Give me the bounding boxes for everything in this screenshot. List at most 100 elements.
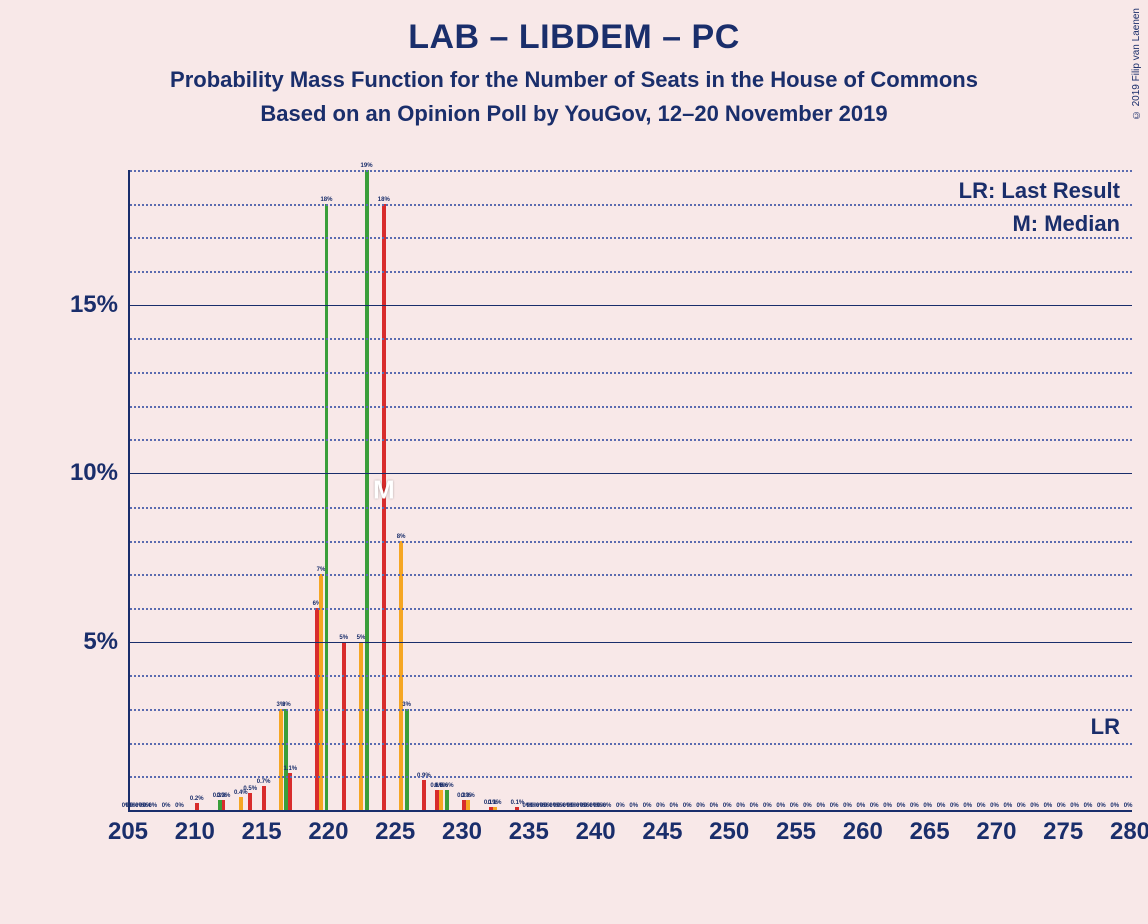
gridline-major bbox=[130, 642, 1132, 643]
gridline-minor bbox=[130, 204, 1132, 206]
gridline-minor bbox=[130, 776, 1132, 778]
gridline-minor bbox=[130, 574, 1132, 576]
bar-value-label: 0% bbox=[843, 803, 852, 809]
bar-value-label: 0% bbox=[1097, 803, 1106, 809]
gridline-minor bbox=[130, 507, 1132, 509]
bar-value-label: 0% bbox=[803, 803, 812, 809]
bar-orange: 0.1% bbox=[493, 807, 497, 810]
bar-orange: 3% bbox=[279, 709, 283, 810]
bar-green: 19% bbox=[365, 170, 369, 810]
y-axis-label: 15% bbox=[60, 291, 118, 319]
x-axis-tick: 260 bbox=[843, 818, 883, 846]
gridline-minor bbox=[130, 743, 1132, 745]
x-axis-tick: 205 bbox=[108, 818, 148, 846]
bar-value-label: 0% bbox=[656, 803, 665, 809]
bar-value-label: 1.1% bbox=[283, 766, 297, 772]
x-axis-tick: 280 bbox=[1110, 818, 1148, 846]
chart-container: LR: Last Result M: Median 0%0%0%0%0%0%0%… bbox=[60, 170, 1130, 850]
titles-block: LAB – LIBDEM – PC Probability Mass Funct… bbox=[0, 0, 1148, 127]
bar-value-label: 0% bbox=[776, 803, 785, 809]
gridline-minor bbox=[130, 170, 1132, 172]
bar-value-label: 0% bbox=[1057, 803, 1066, 809]
gridline-minor bbox=[130, 237, 1132, 239]
bar-orange: 0.3% bbox=[466, 800, 470, 810]
bar-value-label: 0% bbox=[750, 803, 759, 809]
subtitle-1: Probability Mass Function for the Number… bbox=[0, 67, 1148, 93]
bar-value-label: 0% bbox=[148, 803, 157, 809]
bar-red: 0.7% bbox=[262, 786, 266, 810]
bar-red: 0.5% bbox=[248, 793, 252, 810]
bar-red: 1.1% bbox=[288, 773, 292, 810]
gridline-major bbox=[130, 305, 1132, 306]
bar-red: 0.3% bbox=[222, 800, 226, 810]
last-result-marker: LR bbox=[1091, 714, 1120, 740]
bar-value-label: 0.5% bbox=[243, 786, 257, 792]
bar-value-label: 0% bbox=[1044, 803, 1053, 809]
bar-value-label: 0% bbox=[1110, 803, 1119, 809]
bar-value-label: 0% bbox=[897, 803, 906, 809]
bar-value-label: 3% bbox=[402, 702, 411, 708]
gridline-minor bbox=[130, 439, 1132, 441]
gridline-major bbox=[130, 473, 1132, 474]
bar-red: 0.2% bbox=[195, 803, 199, 810]
bar-value-label: 0.3% bbox=[461, 793, 475, 799]
bar-value-label: 0% bbox=[629, 803, 638, 809]
x-axis-tick: 245 bbox=[642, 818, 682, 846]
bar-green: 0.6% bbox=[445, 790, 449, 810]
plot-area: LR: Last Result M: Median 0%0%0%0%0%0%0%… bbox=[128, 170, 1132, 812]
bar-value-label: 18% bbox=[378, 197, 390, 203]
subtitle-2: Based on an Opinion Poll by YouGov, 12–2… bbox=[0, 101, 1148, 127]
gridline-minor bbox=[130, 675, 1132, 677]
bar-orange: 5% bbox=[359, 642, 363, 810]
bar-value-label: 0.6% bbox=[440, 783, 454, 789]
bar-value-label: 0% bbox=[963, 803, 972, 809]
x-axis-tick: 240 bbox=[576, 818, 616, 846]
bar-orange: 0.6% bbox=[439, 790, 443, 810]
gridline-minor bbox=[130, 406, 1132, 408]
bar-value-label: 0% bbox=[830, 803, 839, 809]
bar-value-label: 0% bbox=[643, 803, 652, 809]
bar-value-label: 0% bbox=[816, 803, 825, 809]
bar-value-label: 0% bbox=[696, 803, 705, 809]
x-axis-tick: 225 bbox=[375, 818, 415, 846]
x-axis-tick: 220 bbox=[308, 818, 348, 846]
bar-value-label: 0% bbox=[870, 803, 879, 809]
gridline-minor bbox=[130, 271, 1132, 273]
bar-value-label: 0% bbox=[669, 803, 678, 809]
bar-value-label: 5% bbox=[339, 635, 348, 641]
bar-value-label: 0% bbox=[736, 803, 745, 809]
bar-green: 3% bbox=[405, 709, 409, 810]
bar-value-label: 0% bbox=[723, 803, 732, 809]
bar-value-label: 0% bbox=[763, 803, 772, 809]
gridline-minor bbox=[130, 709, 1132, 711]
bar-value-label: 0% bbox=[683, 803, 692, 809]
bar-value-label: 0% bbox=[950, 803, 959, 809]
bar-value-label: 0.3% bbox=[217, 793, 231, 799]
bar-value-label: 0% bbox=[710, 803, 719, 809]
bar-orange: 0.4% bbox=[239, 797, 243, 810]
x-axis-tick: 275 bbox=[1043, 818, 1083, 846]
x-axis-tick: 255 bbox=[776, 818, 816, 846]
y-axis-label: 10% bbox=[60, 459, 118, 487]
bar-value-label: 0% bbox=[883, 803, 892, 809]
bar-value-label: 0.2% bbox=[190, 796, 204, 802]
bar-value-label: 0.1% bbox=[488, 800, 502, 806]
gridline-minor bbox=[130, 541, 1132, 543]
bar-value-label: 0% bbox=[977, 803, 986, 809]
bar-value-label: 0% bbox=[175, 803, 184, 809]
x-axis-tick: 250 bbox=[709, 818, 749, 846]
bar-value-label: 0% bbox=[857, 803, 866, 809]
x-axis-tick: 230 bbox=[442, 818, 482, 846]
bar-red: 0.1% bbox=[515, 807, 519, 810]
copyright-text: © 2019 Filip van Laenen bbox=[1131, 8, 1142, 120]
x-axis-tick: 235 bbox=[509, 818, 549, 846]
bar-value-label: 0% bbox=[603, 803, 612, 809]
bar-red: 5% bbox=[342, 642, 346, 810]
y-axis-label: 5% bbox=[60, 628, 118, 656]
bar-value-label: 18% bbox=[320, 197, 332, 203]
bar-value-label: 0% bbox=[1124, 803, 1133, 809]
x-axis-tick: 265 bbox=[910, 818, 950, 846]
bar-value-label: 0% bbox=[616, 803, 625, 809]
gridline-minor bbox=[130, 608, 1132, 610]
x-axis-tick: 215 bbox=[242, 818, 282, 846]
